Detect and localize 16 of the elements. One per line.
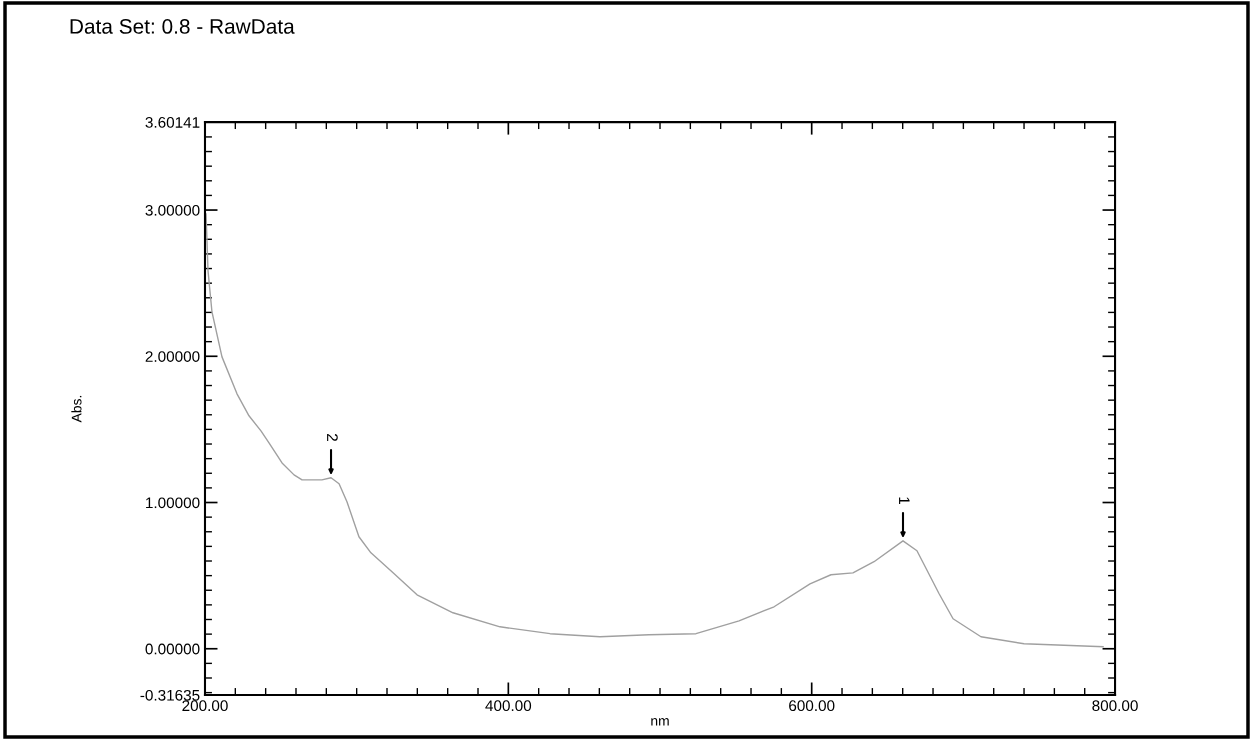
x-tick-label: 200.00 (182, 700, 228, 712)
y-tick-label: 1.00000 (146, 497, 200, 509)
y-tick-label: 3.00000 (145, 204, 200, 216)
chart-title: Data Set: 0.8 - RawData (70, 19, 295, 34)
annotation: 1 (899, 497, 910, 504)
line-series (205, 213, 1104, 648)
y-tick-label: -0.31635 (140, 689, 200, 701)
x-axis-title: nm (651, 718, 669, 726)
y-tick-label: 0.00000 (145, 643, 200, 655)
annotation: 2 (327, 433, 338, 441)
y-tick-label: 3.60141 (145, 116, 200, 128)
x-tick-label: 400.00 (485, 700, 532, 712)
x-tick-label: 600.00 (789, 700, 835, 712)
y-axis-title: Abs. (71, 395, 82, 423)
x-tick-label: 800.00 (1092, 700, 1138, 712)
y-tick-label: 2.00000 (145, 351, 200, 362)
